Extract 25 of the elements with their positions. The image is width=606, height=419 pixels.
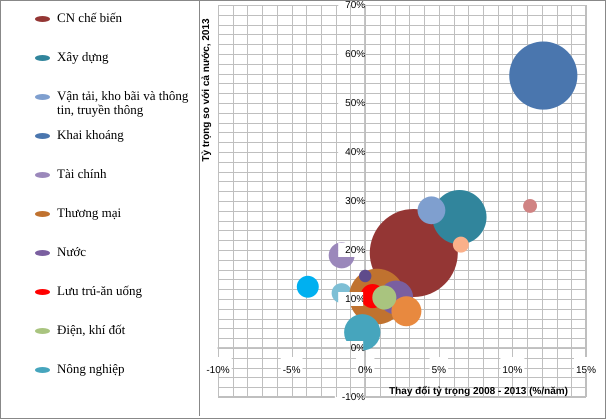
- legend-label: Thương mại: [57, 205, 122, 220]
- legend-label: Khai khoáng: [57, 127, 125, 142]
- y-tick-label: 20%: [345, 244, 366, 256]
- y-tick-label: 40%: [345, 146, 366, 158]
- y-tick-label: 60%: [345, 48, 366, 60]
- legend-label: Lưu trú-ăn uống: [57, 283, 144, 298]
- y-tick-label: 50%: [345, 98, 366, 109]
- legend-label: Nước: [57, 244, 88, 259]
- x-axis-title: Thay đổi tỷ trọng 2008 - 2013 (%/năm): [389, 384, 568, 397]
- y-tick-label: -10%: [342, 392, 366, 403]
- y-tick-label: 70%: [345, 0, 366, 11]
- legend-label: CN chế biến: [57, 10, 123, 25]
- legend-label: Tài chính: [57, 166, 108, 181]
- legend-label: Nông nghiệp: [57, 361, 126, 376]
- legend-label: Vận tải, kho bãi và thông tin, truyền thông: [57, 88, 190, 117]
- x-tick-label: 0%: [358, 364, 373, 376]
- legend-label: Xây dựng: [57, 49, 110, 64]
- x-tick-label: 5%: [432, 364, 446, 376]
- legend-label: Điện, khí đốt: [57, 322, 126, 337]
- x-tick-label: 10%: [502, 364, 523, 376]
- x-tick-label: 15%: [576, 364, 596, 376]
- y-axis-title: Tỷ trọng so với cả nước, 2013: [200, 18, 212, 162]
- x-tick-label: -5%: [282, 364, 301, 376]
- x-tick-label: -10%: [206, 364, 230, 376]
- y-tick-label: 30%: [345, 196, 366, 207]
